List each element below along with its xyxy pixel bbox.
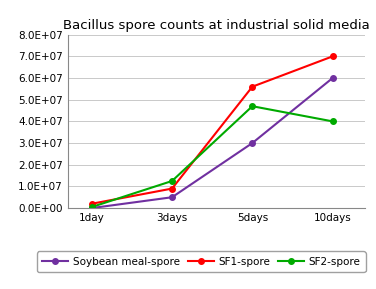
Line: SF2-spore: SF2-spore [89, 103, 335, 210]
Legend: Soybean meal-spore, SF1-spore, SF2-spore: Soybean meal-spore, SF1-spore, SF2-spore [37, 251, 365, 272]
SF1-spore [331, 55, 335, 58]
SF2-spore [170, 179, 174, 183]
Soybean meal-spore [250, 141, 255, 145]
SF1-spore [250, 85, 255, 88]
Soybean meal-spore [331, 76, 335, 80]
Line: SF1-spore: SF1-spore [89, 53, 335, 207]
Title: Bacillus spore counts at industrial solid media: Bacillus spore counts at industrial soli… [63, 19, 370, 32]
Soybean meal-spore [89, 206, 94, 210]
SF1-spore [170, 187, 174, 190]
SF2-spore [89, 205, 94, 209]
Soybean meal-spore [170, 195, 174, 199]
Line: Soybean meal-spore: Soybean meal-spore [89, 75, 335, 211]
SF2-spore [250, 105, 255, 108]
SF2-spore [331, 120, 335, 123]
SF1-spore [89, 202, 94, 205]
